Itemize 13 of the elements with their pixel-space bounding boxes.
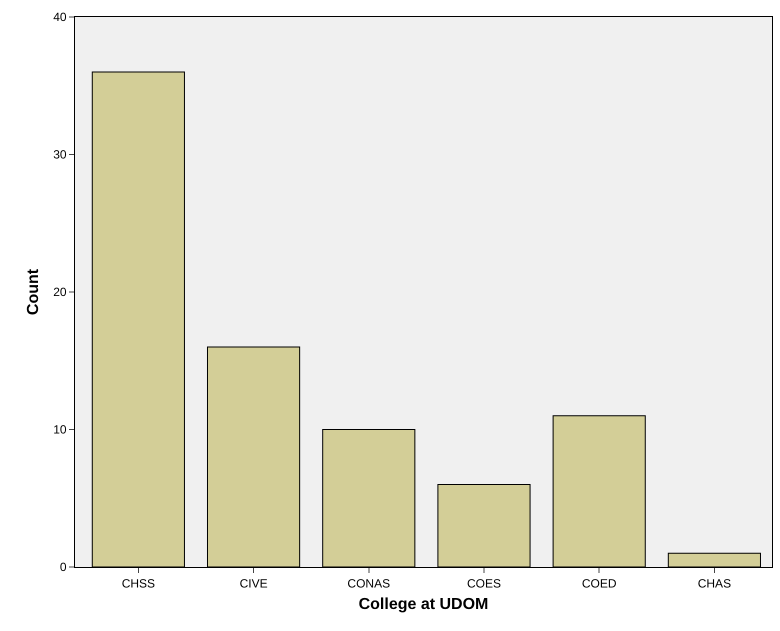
y-tick-label: 30: [53, 148, 67, 162]
y-axis-title: Count: [25, 268, 42, 316]
x-tick-label: COES: [466, 576, 501, 590]
x-tick-label: CIVE: [240, 576, 268, 590]
x-tick-label: CHAS: [698, 576, 732, 590]
y-tick-label: 20: [53, 285, 67, 300]
x-axis-title: College at UDOM: [358, 596, 488, 614]
x-tick-label: CHSS: [122, 576, 156, 590]
y-tick-label: 10: [53, 422, 67, 437]
y-tick-label: 40: [53, 10, 67, 24]
x-tick-label: COED: [582, 576, 617, 590]
x-tick-label: CONAS: [347, 576, 390, 590]
y-tick-label: 0: [60, 560, 67, 574]
